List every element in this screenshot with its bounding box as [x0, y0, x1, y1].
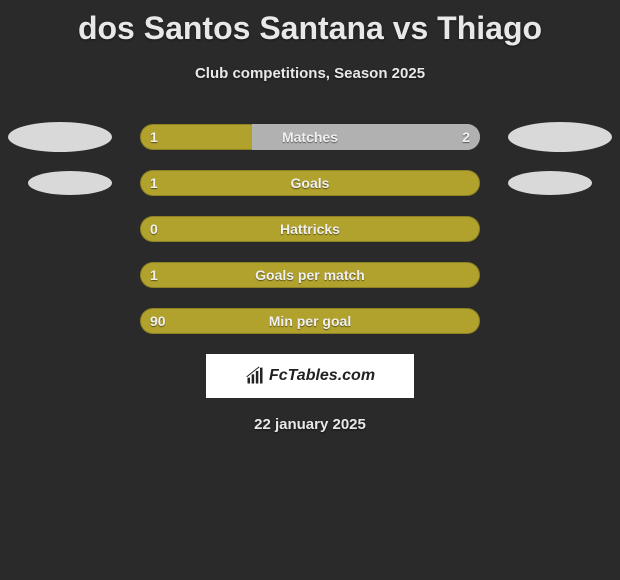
date-text: 22 january 2025	[0, 416, 620, 433]
stat-row: 12Matches	[0, 122, 620, 152]
stat-row: 1Goals per match	[0, 260, 620, 290]
stat-label: Min per goal	[140, 308, 480, 334]
stats-rows: 12Matches 1Goals 0Hattricks 1Goals per matc…	[0, 122, 620, 336]
stat-bar: 12Matches	[140, 124, 480, 150]
subtitle: Club competitions, Season 2025	[0, 65, 620, 82]
brand-text: FcTables.com	[269, 367, 375, 385]
stat-row: 1Goals	[0, 168, 620, 198]
stat-row: 0Hattricks	[0, 214, 620, 244]
stat-row: 90Min per goal	[0, 306, 620, 336]
stat-label: Goals	[140, 170, 480, 196]
stat-label: Hattricks	[140, 216, 480, 242]
chart-icon	[245, 366, 265, 386]
stat-label: Goals per match	[140, 262, 480, 288]
left-ellipse	[8, 122, 112, 152]
stat-bar: 0Hattricks	[140, 216, 480, 242]
stat-bar: 90Min per goal	[140, 308, 480, 334]
brand-badge: FcTables.com	[206, 354, 414, 398]
page-title: dos Santos Santana vs Thiago	[0, 0, 620, 47]
stat-label: Matches	[140, 124, 480, 150]
left-ellipse	[28, 171, 112, 195]
stat-bar: 1Goals	[140, 170, 480, 196]
right-ellipse	[508, 171, 592, 195]
right-ellipse	[508, 122, 612, 152]
stat-bar: 1Goals per match	[140, 262, 480, 288]
